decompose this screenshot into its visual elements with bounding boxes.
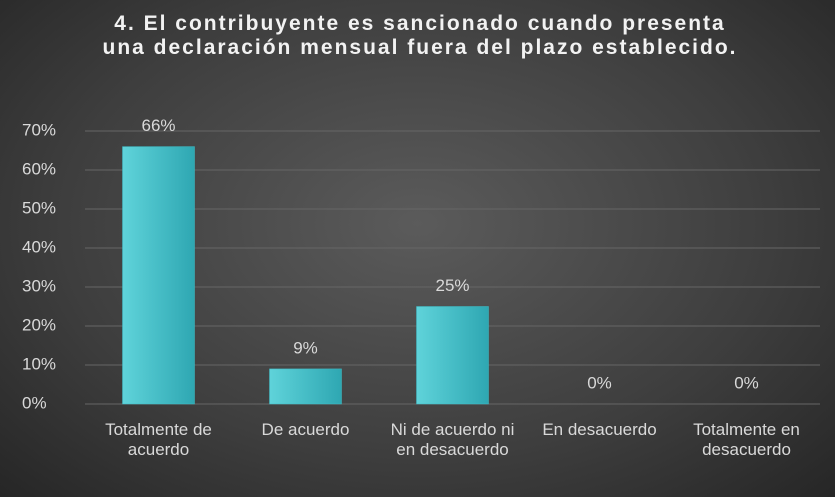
y-tick-label: 40% [22, 237, 56, 256]
y-tick-label: 20% [22, 315, 56, 334]
data-label: 25% [435, 276, 469, 295]
y-tick-label: 30% [22, 276, 56, 295]
y-tick-label: 10% [22, 354, 56, 373]
y-tick-label: 0% [22, 393, 47, 412]
y-tick-label: 70% [22, 120, 56, 139]
x-tick-label: Totalmente de acuerdo [105, 420, 212, 459]
data-label: 0% [587, 373, 612, 392]
data-label: 0% [734, 373, 759, 392]
bar [416, 306, 489, 405]
data-label: 66% [141, 116, 175, 135]
x-tick-label: De acuerdo [261, 420, 350, 439]
data-label: 9% [293, 338, 318, 357]
x-tick-label: Ni de acuerdo ni en desacuerdo [390, 420, 515, 459]
bar [269, 368, 342, 405]
chart-title: 4. El contribuyente es sancionado cuando… [102, 12, 738, 59]
bar [122, 146, 195, 405]
y-tick-label: 60% [22, 159, 56, 178]
x-tick-label: Totalmente en desacuerdo [693, 420, 800, 459]
x-tick-label: En desacuerdo [542, 420, 657, 439]
y-tick-label: 50% [22, 198, 56, 217]
